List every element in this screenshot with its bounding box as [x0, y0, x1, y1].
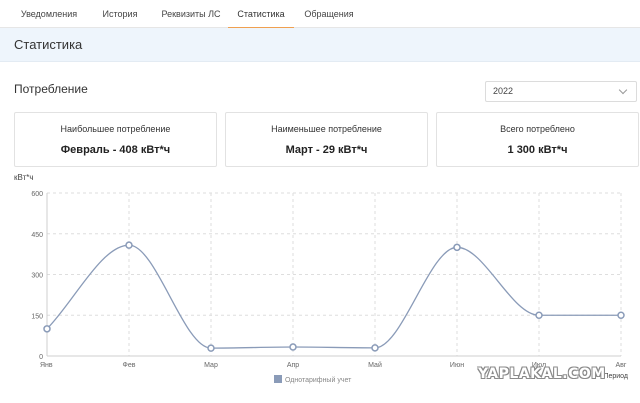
tab-notifications[interactable]: Уведомления — [20, 9, 78, 19]
tab-account-details[interactable]: Реквизиты ЛС — [161, 9, 221, 19]
data-point — [289, 343, 297, 351]
data-point — [617, 311, 625, 319]
chevron-down-icon — [618, 85, 628, 95]
y-tick-label: 300 — [31, 273, 43, 280]
y-tick-label: 150 — [31, 313, 43, 320]
x-tick-label: Авг — [616, 362, 627, 369]
tab-history[interactable]: История — [102, 9, 138, 19]
data-point — [125, 241, 133, 249]
y-tick-label: 0 — [39, 354, 43, 361]
x-tick-label: Апр — [287, 362, 299, 369]
tab-bar: Уведомления История Реквизиты ЛС Статист… — [0, 0, 640, 29]
stat-card-label: Наименьшее потребление — [271, 124, 382, 134]
x-tick-label: Фев — [123, 362, 136, 369]
x-tick-label: Май — [368, 361, 382, 369]
stat-card-total: Всего потреблено 1 300 кВт*ч — [436, 112, 639, 167]
x-tick-label: Янв — [40, 362, 53, 369]
data-point — [535, 311, 543, 319]
year-select[interactable]: 2022 — [485, 81, 637, 102]
x-axis-label: Период — [603, 373, 628, 380]
data-point — [371, 344, 379, 352]
stat-card-label: Наибольшее потребление — [60, 124, 171, 134]
watermark-logo: YAPLAKAL.COM — [478, 366, 606, 382]
series-line — [46, 244, 621, 349]
data-point — [207, 344, 215, 352]
tab-requests[interactable]: Обращения — [304, 9, 354, 19]
stat-card-label: Всего потреблено — [500, 124, 575, 134]
stat-card-value: Февраль - 408 кВт*ч — [60, 144, 171, 156]
legend-label: Однотарифный учет — [285, 376, 352, 384]
page-title: Статистика — [14, 37, 83, 52]
data-point — [43, 325, 51, 333]
y-axis-label: кВт*ч — [14, 173, 34, 182]
y-tick-label: 600 — [31, 191, 43, 198]
consumption-chart: кВт*ч 0 150 300 450 600 Янв Фев Мар Апр Май Июн Июл А… — [0, 170, 640, 403]
x-tick-label: Мар — [204, 362, 218, 369]
y-tick-label: 450 — [31, 232, 43, 239]
legend-swatch — [274, 375, 282, 383]
section-header: Статистика — [0, 28, 640, 62]
data-point — [453, 243, 461, 252]
stat-card-min: Наименьшее потребление Март - 29 кВт*ч — [225, 112, 428, 167]
tab-statistics[interactable]: Статистика — [228, 0, 294, 29]
consumption-heading: Потребление — [14, 82, 88, 96]
chart-svg: кВт*ч 0 150 300 450 600 Янв Фев Мар Апр Май Июн Июл А… — [14, 173, 628, 384]
x-tick-label: Июн — [450, 362, 464, 369]
year-select-value: 2022 — [493, 86, 514, 96]
stat-card-max: Наибольшее потребление Февраль - 408 кВт… — [14, 112, 217, 167]
x-tick-label: Июл — [532, 362, 546, 369]
stat-card-value: Март - 29 кВт*ч — [285, 144, 368, 156]
stat-card-value: 1 300 кВт*ч — [507, 144, 568, 156]
